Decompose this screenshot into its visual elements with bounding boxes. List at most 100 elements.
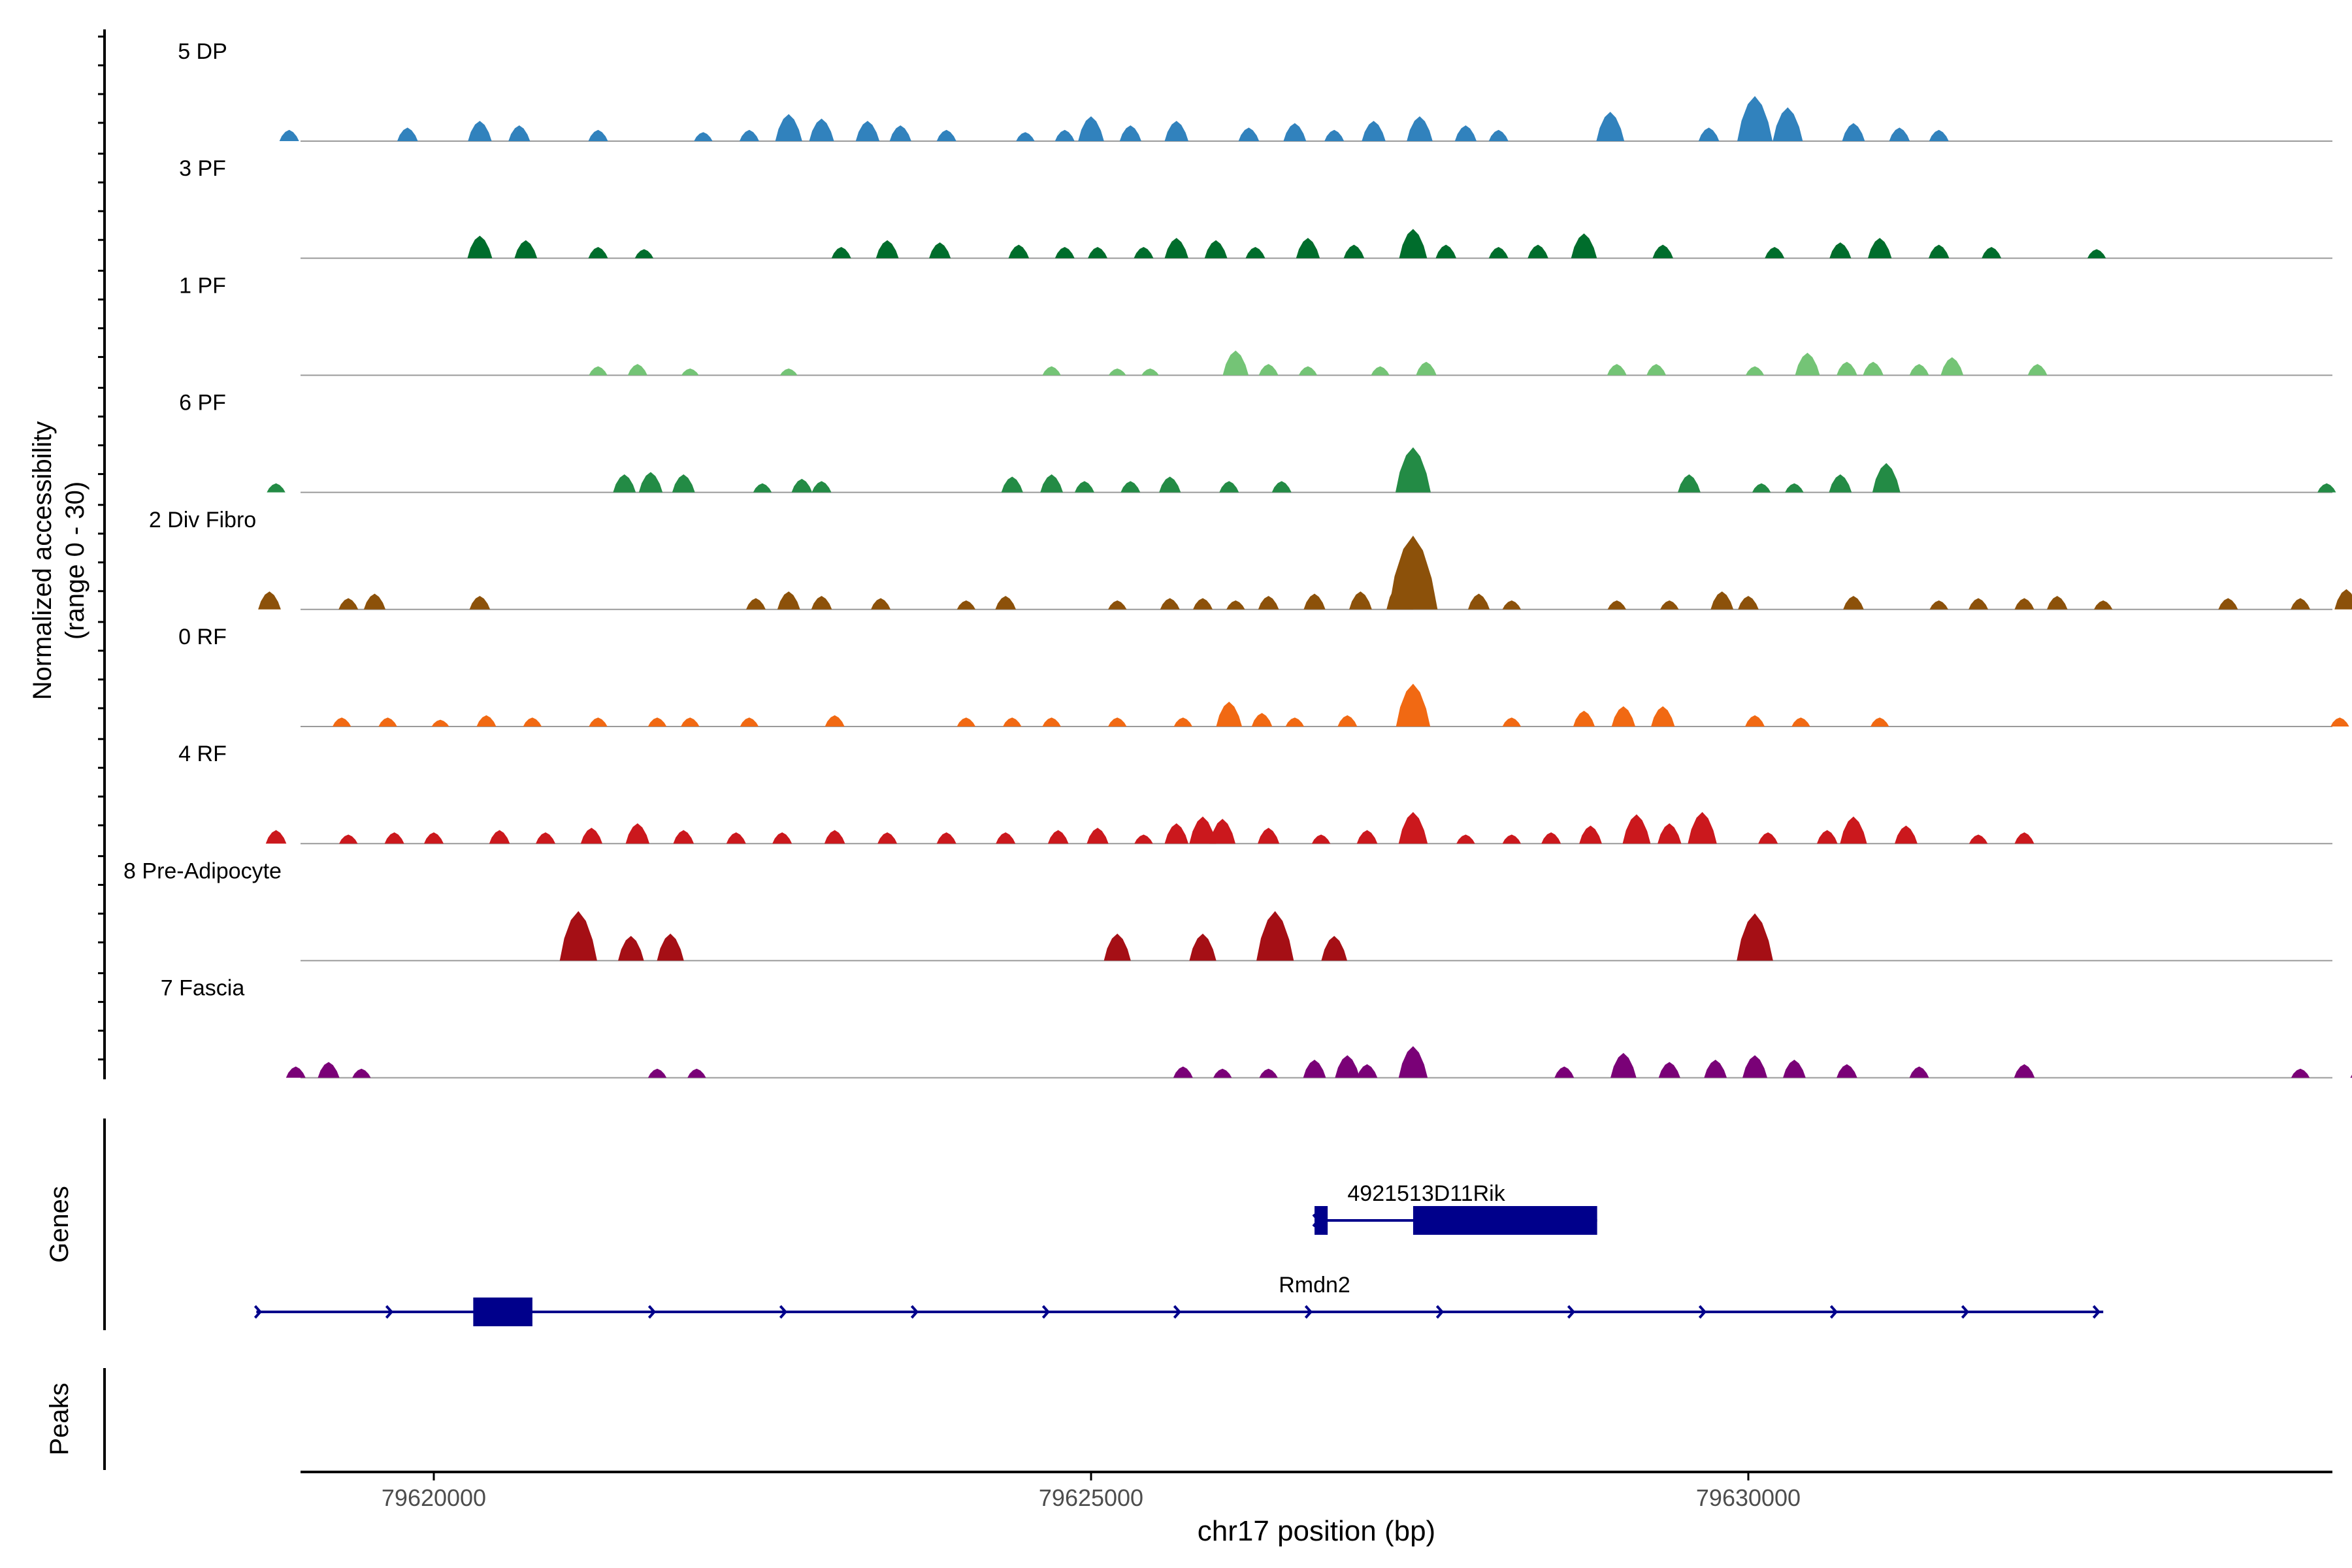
- coverage-peak: [279, 129, 299, 141]
- coverage-peak: [1222, 350, 1249, 376]
- coverage-peak: [2330, 717, 2349, 727]
- coverage-peak: [1870, 717, 1889, 727]
- coverage-peak: [1607, 600, 1626, 610]
- strand-chevron: [1304, 1305, 1313, 1319]
- coverage-panel: 5 DP 3 PF 1 PF 6 PF 2 Div Fibro 0 RF 4 RF 8 Pre…: [28, 29, 2352, 1079]
- coverage-peak: [1646, 364, 1667, 376]
- coverage-peak: [647, 1068, 667, 1078]
- track-label: 5 DP: [178, 39, 227, 64]
- coverage-peak: [1698, 127, 1720, 141]
- coverage-peak: [1416, 361, 1437, 376]
- coverage-peak: [1216, 702, 1243, 727]
- coverage-peak: [1737, 96, 1773, 141]
- coverage-peak: [1103, 934, 1131, 961]
- coverage-peak: [1895, 825, 1918, 844]
- strand-chevron: [1041, 1305, 1051, 1319]
- coverage-peak: [1388, 535, 1438, 610]
- coverage-peak: [824, 830, 845, 844]
- coverage-peak: [2047, 596, 2068, 610]
- strand-chevron: [779, 1305, 788, 1319]
- coverage-peak: [1189, 816, 1217, 844]
- coverage-peak: [1120, 481, 1141, 493]
- coverage-peak: [1837, 1064, 1857, 1078]
- coverage-peak: [2291, 598, 2311, 610]
- coverage-peak: [1456, 834, 1475, 844]
- coverage-peak: [1395, 447, 1431, 493]
- coverage-peak: [1454, 125, 1477, 141]
- coverage-peak: [536, 832, 556, 844]
- coverage-peak: [1610, 1053, 1637, 1078]
- coverage-peak: [2014, 598, 2034, 610]
- coverage-peak: [1502, 600, 1522, 610]
- track-label: 3 PF: [179, 156, 226, 181]
- strand-chevron: [1961, 1305, 1970, 1319]
- coverage-peak: [1399, 229, 1428, 259]
- coverage-peak: [1658, 1062, 1680, 1078]
- coverage-peak: [1829, 474, 1852, 493]
- coverage-peak: [1868, 238, 1892, 259]
- coverage-peak: [638, 472, 663, 493]
- coverage-peak: [1271, 481, 1292, 493]
- coverage-peak: [588, 246, 608, 259]
- coverage-peak: [1245, 246, 1266, 259]
- coverage-peak: [1765, 246, 1785, 259]
- x-tick-label: 79630000: [1696, 1484, 1801, 1511]
- coverage-peak: [1108, 368, 1126, 376]
- coverage-peak: [2014, 1064, 2035, 1078]
- coverage-peak: [589, 366, 608, 376]
- coverage-peak: [1193, 598, 1213, 610]
- track-label: 1 PF: [179, 273, 226, 298]
- coverage-peak: [1371, 366, 1390, 376]
- track-3-pf: 3 PF: [179, 156, 2332, 259]
- coverage-y-axis-range-label: (range 0 - 30): [61, 482, 90, 640]
- coverage-peak: [338, 598, 359, 610]
- track-4-rf: 4 RF: [178, 742, 2332, 845]
- coverage-peak: [687, 1068, 706, 1078]
- coverage-peak: [1435, 244, 1457, 259]
- coverage-peak: [1651, 706, 1675, 727]
- track-label: 6 PF: [179, 391, 226, 416]
- coverage-peak: [1909, 1066, 1929, 1078]
- coverage-peak: [1541, 832, 1561, 844]
- coverage-peak: [1283, 123, 1307, 141]
- coverage-peak: [1259, 1068, 1278, 1078]
- coverage-peak: [694, 132, 713, 141]
- coverage-peak: [1573, 710, 1595, 727]
- coverage-peak: [378, 717, 397, 727]
- coverage-peak: [1226, 600, 1245, 610]
- coverage-peak: [1134, 246, 1154, 259]
- coverage-peak: [1251, 713, 1273, 727]
- x-tick-label: 79620000: [382, 1484, 486, 1511]
- coverage-peak: [1349, 591, 1372, 610]
- coverage-peak: [1189, 934, 1217, 961]
- strand-chevron: [1173, 1305, 1182, 1319]
- peaks-label: Peaks: [45, 1382, 74, 1455]
- coverage-peak: [995, 596, 1017, 610]
- coverage-peak: [1054, 246, 1075, 259]
- coverage-peak: [1407, 116, 1433, 141]
- coverage-peak: [1909, 364, 1929, 376]
- coverage-peak: [1527, 244, 1548, 259]
- coverage-peak: [1398, 811, 1428, 844]
- coverage-peak: [1607, 364, 1627, 376]
- strand-chevron: [1435, 1305, 1445, 1319]
- coverage-peak: [424, 832, 444, 844]
- coverage-peak: [1488, 246, 1509, 259]
- coverage-peak: [772, 832, 792, 844]
- strand-chevron: [1829, 1305, 1838, 1319]
- coverage-peak: [267, 483, 286, 493]
- coverage-peak: [779, 368, 798, 376]
- coverage-peak: [476, 715, 497, 727]
- coverage-peak: [1258, 364, 1279, 376]
- coverage-peak: [1285, 717, 1305, 727]
- coverage-peak: [936, 832, 956, 844]
- coverage-peak: [431, 719, 449, 727]
- coverage-peak: [1209, 819, 1235, 844]
- coverage-peak: [726, 832, 746, 844]
- coverage-peak: [1688, 811, 1717, 844]
- track-0-rf: 0 RF: [178, 625, 2349, 727]
- coverage-peak: [634, 249, 654, 259]
- coverage-peak: [2027, 364, 2048, 376]
- coverage-peak: [1356, 830, 1378, 844]
